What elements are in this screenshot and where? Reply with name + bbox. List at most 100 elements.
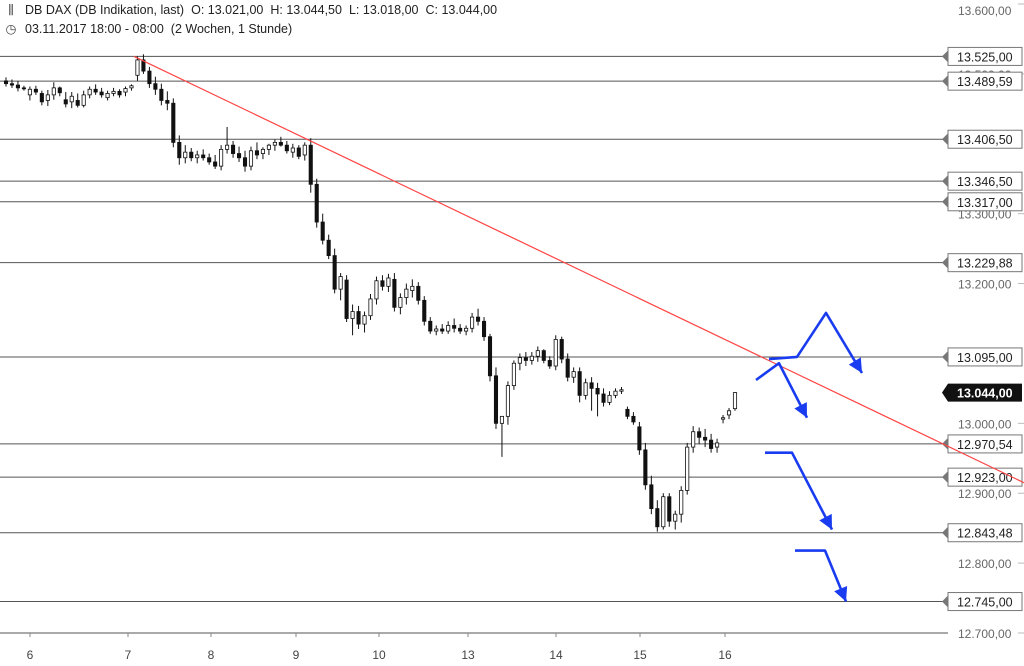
x-tick-label: 13 (461, 648, 475, 662)
candle-body (236, 153, 242, 159)
candlestick-icon[interactable]: ⫼ (8, 3, 14, 17)
candle-body (314, 183, 319, 223)
level-tag-pointer (942, 50, 948, 63)
candle-body (75, 100, 80, 106)
candle-body (141, 59, 146, 72)
candle-body (111, 90, 116, 94)
candle-body (499, 415, 505, 424)
y-tick-label: 12.800,00 (958, 557, 1012, 571)
candle-body (726, 410, 732, 416)
candle-body (553, 339, 558, 367)
scenario-arrow (795, 549, 848, 603)
close-value: C: 13.044,00 (425, 3, 498, 17)
candle-body (697, 431, 702, 438)
x-tick-label: 9 (293, 648, 300, 662)
candle-body (272, 141, 277, 146)
candle-body (685, 446, 690, 491)
candle-body (63, 99, 68, 105)
x-tick-label: 6 (27, 648, 34, 662)
candle-body (213, 161, 218, 167)
candle-body (565, 358, 570, 378)
level-tag-pointer (942, 256, 948, 269)
candle-body (308, 144, 313, 185)
candle-body (428, 320, 433, 332)
candle-body (368, 298, 373, 317)
level-tag-pointer (942, 595, 948, 608)
candle-body (183, 151, 188, 159)
level-label: 13.229,88 (957, 257, 1013, 271)
candle-body (583, 382, 588, 396)
candle-body (39, 93, 44, 103)
candle-body (165, 100, 170, 104)
level-label: 12.970,54 (957, 438, 1013, 452)
candle-body (45, 94, 50, 101)
open-value: O: 13.021,00 (191, 3, 264, 17)
candle-body (709, 439, 714, 449)
candle-body (398, 297, 403, 308)
candle-body (33, 88, 38, 93)
candle-body (404, 288, 409, 298)
candle-body (362, 315, 367, 325)
candle-body (105, 93, 110, 99)
level-tag-pointer (942, 175, 948, 188)
candle-body (679, 490, 684, 515)
candle-body (159, 88, 164, 101)
candle-body (27, 88, 32, 96)
level-label: 12.923,00 (957, 471, 1013, 485)
level-label: 13.346,50 (957, 175, 1013, 189)
candle-body (248, 150, 254, 167)
level-label: 13.525,00 (957, 50, 1013, 64)
candle-body (15, 84, 20, 89)
candle-body (117, 90, 122, 96)
level-label: 13.406,50 (957, 133, 1013, 147)
time-range: 03.11.2017 18:00 - 08:00 (25, 22, 164, 36)
candle-body (619, 389, 624, 392)
x-tick-label: 15 (633, 648, 647, 662)
candle-body (177, 141, 182, 159)
candle-body (386, 277, 391, 287)
chart-subheader: ◷ 03.11.2017 18:00 - 08:00 (2 Wochen, 1 St… (4, 21, 299, 36)
candle-body (57, 87, 62, 94)
candle-body (541, 350, 546, 361)
candle-body (338, 276, 343, 290)
y-tick-label: 13.200,00 (958, 278, 1012, 292)
candle-body (715, 442, 720, 448)
candle-body (625, 408, 630, 417)
level-label: 12.843,48 (957, 527, 1013, 541)
candle-body (601, 393, 606, 403)
x-tick-label: 14 (549, 648, 563, 662)
candle-body (51, 87, 56, 96)
candle-body (511, 362, 516, 386)
high-value: H: 13.044,50 (270, 3, 342, 17)
candle-body (481, 320, 487, 338)
level-tag-pointer (942, 133, 948, 146)
candle-body (356, 311, 361, 325)
candle-body (703, 436, 708, 441)
candle-body (225, 144, 230, 150)
x-tick-label: 16 (718, 648, 732, 662)
level-tag-pointer (942, 437, 948, 450)
candle-body (278, 141, 283, 146)
x-tick-label: 8 (208, 648, 215, 662)
low-value: L: 13.018,00 (348, 3, 419, 17)
x-tick-label: 7 (125, 648, 132, 662)
candle-body (21, 87, 26, 90)
candle-body (344, 279, 349, 319)
candle-body (655, 508, 660, 528)
candle-body (691, 431, 696, 448)
level-tag-pointer (942, 75, 948, 88)
scenario-arrow (765, 451, 834, 531)
candle-body (607, 394, 612, 403)
candle-body (380, 280, 385, 287)
candle-body (69, 95, 74, 103)
candle-body (242, 157, 248, 167)
candle-body (93, 88, 98, 93)
candle-body (290, 147, 295, 153)
scenario-arrow (768, 311, 864, 374)
clock-icon[interactable]: ◷ (5, 22, 17, 36)
candle-body (147, 70, 152, 85)
level-label: 13.317,00 (957, 196, 1013, 210)
x-tick-label: 10 (372, 648, 386, 662)
y-tick-label: 12.700,00 (958, 627, 1012, 641)
